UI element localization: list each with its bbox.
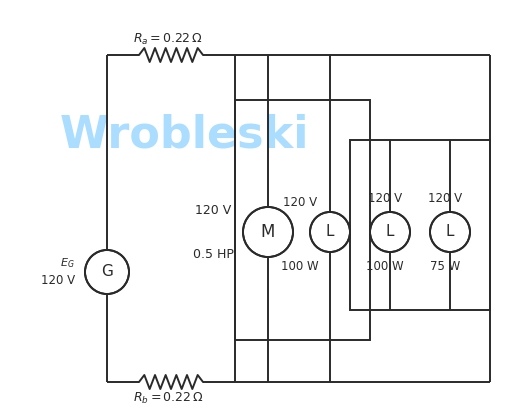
Text: 120 V: 120 V bbox=[427, 191, 461, 204]
Text: 120 V: 120 V bbox=[367, 191, 401, 204]
Circle shape bbox=[430, 212, 469, 252]
Text: L: L bbox=[385, 224, 393, 240]
Text: L: L bbox=[325, 224, 334, 240]
Circle shape bbox=[310, 212, 349, 252]
Circle shape bbox=[85, 250, 128, 293]
Text: 75 W: 75 W bbox=[429, 260, 459, 273]
Text: 100 W: 100 W bbox=[281, 260, 318, 273]
Text: L: L bbox=[445, 224, 453, 240]
Text: M: M bbox=[260, 223, 275, 241]
Text: 120 V: 120 V bbox=[41, 275, 75, 288]
Text: 120 V: 120 V bbox=[282, 196, 317, 209]
Circle shape bbox=[243, 207, 292, 257]
Bar bbox=[234, 100, 369, 340]
Text: $E_G$: $E_G$ bbox=[60, 256, 75, 270]
Text: 100 W: 100 W bbox=[366, 260, 403, 273]
Circle shape bbox=[370, 212, 409, 252]
Text: 0.5 HP: 0.5 HP bbox=[192, 247, 233, 260]
Bar bbox=[349, 140, 489, 310]
Text: G: G bbox=[101, 265, 113, 280]
Text: $R_b = 0.22\,\Omega$: $R_b = 0.22\,\Omega$ bbox=[133, 390, 203, 405]
Text: Wrobleski: Wrobleski bbox=[60, 114, 309, 156]
Text: $R_a = 0.22\,\Omega$: $R_a = 0.22\,\Omega$ bbox=[133, 31, 203, 46]
Text: 120 V: 120 V bbox=[194, 204, 231, 217]
